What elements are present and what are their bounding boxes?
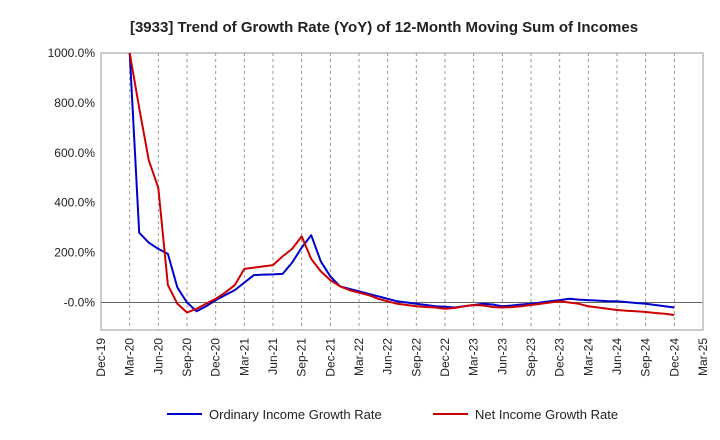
x-tick-label: Jun-23	[495, 338, 509, 375]
x-tick-label: Dec-23	[553, 338, 567, 377]
axes: Dec-19 Mar-20 Jun-20 Sep-20 Dec-20 Mar-21 Jun-…	[48, 46, 710, 377]
x-tick-label: Jun-22	[381, 338, 395, 375]
x-tick-label: Mar-23	[467, 338, 481, 376]
x-tick-label: Sep-24	[639, 338, 653, 377]
x-tick-label: Jun-21	[266, 338, 280, 375]
x-tick-label: Sep-21	[295, 338, 309, 377]
x-tick-label: Sep-23	[524, 338, 538, 377]
y-tick-label: -0.0%	[64, 296, 96, 310]
x-tick-label: Mar-22	[352, 338, 366, 376]
y-tick-label: 200.0%	[54, 246, 95, 260]
x-tick-label: Dec-19	[94, 338, 108, 377]
x-tick-label: Dec-20	[209, 338, 223, 377]
x-tick-label: Mar-20	[123, 338, 137, 376]
x-tick-label: Dec-24	[667, 338, 681, 377]
legend-label-ordinary: Ordinary Income Growth Rate	[209, 407, 382, 422]
x-tick-label: Mar-25	[696, 338, 710, 376]
x-tick-label: Sep-20	[180, 338, 194, 377]
x-tick-label: Dec-21	[323, 338, 337, 377]
series-lines	[128, 53, 675, 316]
y-tick-label: 1000.0%	[48, 46, 96, 60]
series-line-ordinary-income	[128, 53, 675, 313]
x-tick-label: Mar-24	[581, 338, 595, 376]
y-tick-label: 600.0%	[54, 146, 95, 160]
x-tick-label: Dec-22	[438, 338, 452, 377]
legend: Ordinary Income Growth Rate Net Income G…	[167, 407, 618, 422]
series-line-net-income	[128, 53, 675, 316]
x-tick-label: Sep-22	[409, 338, 423, 377]
y-tick-label: 800.0%	[54, 96, 95, 110]
grid	[100, 53, 704, 330]
x-tick-label: Jun-20	[151, 338, 165, 375]
y-tick-label: 400.0%	[54, 196, 95, 210]
x-tick-label: Mar-21	[237, 338, 251, 376]
plot-frame	[100, 52, 704, 331]
legend-label-net: Net Income Growth Rate	[475, 407, 618, 422]
x-tick-label: Jun-24	[610, 338, 624, 375]
chart-title: [3933] Trend of Growth Rate (YoY) of 12-…	[130, 19, 638, 36]
